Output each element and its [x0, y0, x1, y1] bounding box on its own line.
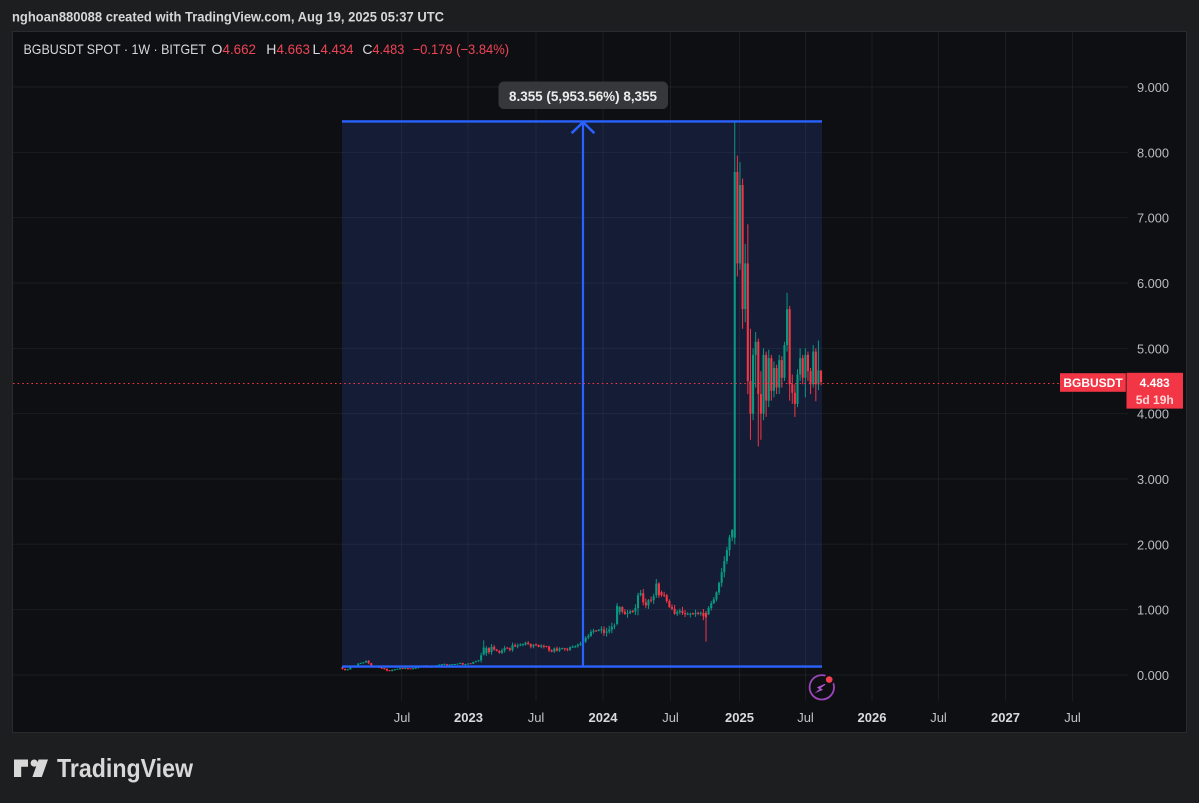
- svg-text:BGBUSDT: BGBUSDT: [1063, 376, 1123, 390]
- svg-text:6.000: 6.000: [1137, 276, 1169, 291]
- svg-text:H: H: [266, 41, 276, 57]
- svg-text:2026: 2026: [858, 710, 887, 725]
- svg-text:2.000: 2.000: [1137, 537, 1169, 552]
- svg-text:2023: 2023: [454, 710, 483, 725]
- svg-text:9.000: 9.000: [1137, 80, 1169, 95]
- svg-text:5d 19h: 5d 19h: [1136, 393, 1174, 407]
- svg-text:5.000: 5.000: [1137, 341, 1169, 356]
- svg-text:3.000: 3.000: [1137, 472, 1169, 487]
- svg-text:Jul: Jul: [662, 710, 679, 725]
- svg-text:4.663: 4.663: [277, 41, 311, 57]
- svg-text:BGBUSDT SPOT · 1W · BITGET: BGBUSDT SPOT · 1W · BITGET: [24, 41, 207, 57]
- svg-text:−0.179 (−3.84%): −0.179 (−3.84%): [413, 41, 510, 57]
- svg-text:4.000: 4.000: [1137, 407, 1169, 422]
- svg-text:8.000: 8.000: [1137, 145, 1169, 160]
- svg-text:2024: 2024: [589, 710, 619, 725]
- svg-text:nghoan880088 created with Trad: nghoan880088 created with TradingView.co…: [12, 10, 444, 25]
- svg-text:L: L: [313, 41, 321, 57]
- svg-text:Jul: Jul: [394, 710, 411, 725]
- svg-text:4.483: 4.483: [1140, 376, 1170, 390]
- svg-text:O: O: [212, 41, 223, 57]
- svg-text:Jul: Jul: [1064, 710, 1081, 725]
- svg-text:2025: 2025: [725, 710, 754, 725]
- svg-text:8.355 (5,953.56%) 8,355: 8.355 (5,953.56%) 8,355: [509, 88, 657, 104]
- svg-text:TradingView: TradingView: [57, 753, 194, 783]
- svg-text:Jul: Jul: [930, 710, 947, 725]
- svg-text:Jul: Jul: [528, 710, 545, 725]
- svg-text:4.434: 4.434: [321, 41, 354, 57]
- svg-text:4.483: 4.483: [372, 41, 404, 57]
- svg-text:2027: 2027: [991, 710, 1020, 725]
- svg-text:Jul: Jul: [797, 710, 814, 725]
- svg-text:4.662: 4.662: [223, 41, 257, 57]
- svg-text:0.000: 0.000: [1137, 668, 1169, 683]
- svg-text:7.000: 7.000: [1137, 211, 1169, 226]
- svg-text:C: C: [362, 41, 372, 57]
- svg-text:1.000: 1.000: [1137, 603, 1169, 618]
